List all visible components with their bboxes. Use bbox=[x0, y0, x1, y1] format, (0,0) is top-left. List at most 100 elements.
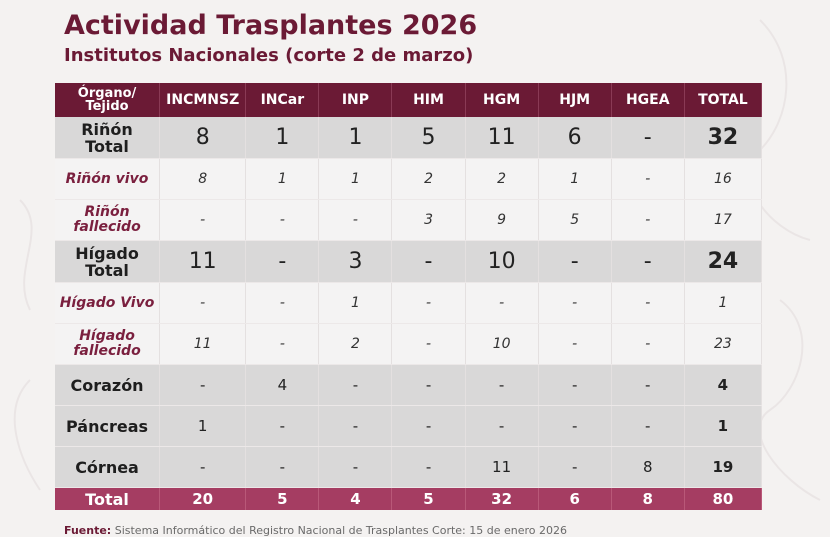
cell: 1 bbox=[245, 158, 320, 200]
cell: - bbox=[538, 323, 612, 365]
cell: - bbox=[245, 199, 320, 241]
cell: 10 bbox=[465, 323, 539, 365]
header-him: HIM bbox=[391, 83, 466, 117]
cell: - bbox=[245, 405, 320, 447]
row-higado-fallecido: Hígado fallecido 11 - 2 - 10 - - 23 bbox=[55, 323, 763, 365]
row-higado-vivo: Hígado Vivo - - 1 - - - - 1 bbox=[55, 282, 763, 324]
cell: - bbox=[391, 323, 466, 365]
cell: - bbox=[611, 405, 685, 447]
cell: - bbox=[391, 405, 466, 447]
cell: - bbox=[245, 323, 320, 365]
cell: - bbox=[318, 405, 393, 447]
cell: 3 bbox=[391, 199, 466, 241]
footer-cell: 8 bbox=[611, 487, 685, 510]
cell: - bbox=[611, 364, 685, 406]
cell-total: 19 bbox=[684, 446, 763, 488]
cell: 2 bbox=[465, 158, 539, 200]
row-label: Hígado Vivo bbox=[55, 282, 161, 324]
cell: 1 bbox=[318, 158, 393, 200]
cell: - bbox=[318, 446, 393, 488]
cell-total: 32 bbox=[684, 117, 763, 159]
header-organ-line1: Órgano/ bbox=[77, 86, 137, 101]
cell: - bbox=[538, 405, 612, 447]
cell: 3 bbox=[318, 240, 393, 283]
footer-cell: 5 bbox=[245, 487, 320, 510]
cell: 2 bbox=[391, 158, 466, 200]
cell: - bbox=[465, 405, 539, 447]
cell: - bbox=[391, 364, 466, 406]
cell: - bbox=[465, 364, 539, 406]
cell: - bbox=[465, 282, 539, 324]
footer-cell: 32 bbox=[465, 487, 539, 510]
row-label: Riñón Total bbox=[55, 117, 161, 159]
cell: 5 bbox=[538, 199, 612, 241]
cell: - bbox=[245, 282, 320, 324]
cell: 5 bbox=[391, 117, 466, 159]
row-higado-total: Hígado Total 11 - 3 - 10 - - 24 bbox=[55, 240, 763, 283]
row-label-line2: Total bbox=[85, 136, 129, 156]
row-label-line2: Total bbox=[85, 260, 129, 280]
cell: - bbox=[159, 199, 247, 241]
cell: - bbox=[538, 240, 612, 283]
row-label: Hígado fallecido bbox=[55, 323, 161, 365]
header-incmnsz: INCMNSZ bbox=[159, 83, 247, 117]
cell: 11 bbox=[465, 117, 539, 159]
row-rinon-total: Riñón Total 8 1 1 5 11 6 - 32 bbox=[55, 117, 763, 159]
row-rinon-vivo: Riñón vivo 8 1 1 2 2 1 - 16 bbox=[55, 158, 763, 200]
row-corazon: Corazón - 4 - - - - - 4 bbox=[55, 364, 763, 406]
row-label: Riñón vivo bbox=[55, 158, 161, 200]
cell: - bbox=[318, 364, 393, 406]
header-hjm: HJM bbox=[538, 83, 612, 117]
table-header-row: Órgano/ Tejido INCMNSZ INCar INP HIM HGM… bbox=[55, 83, 763, 117]
cell: 2 bbox=[318, 323, 393, 365]
cell: 8 bbox=[159, 117, 247, 159]
header-organ: Órgano/ Tejido bbox=[55, 83, 161, 117]
header-hgea: HGEA bbox=[611, 83, 685, 117]
header-incar: INCar bbox=[245, 83, 320, 117]
cell: - bbox=[611, 199, 685, 241]
row-label: Riñón fallecido bbox=[55, 199, 161, 241]
cell: - bbox=[318, 199, 393, 241]
source-text: Sistema Informático del Registro Naciona… bbox=[114, 524, 568, 537]
table-footer-row: Total 20 5 4 5 32 6 8 80 bbox=[55, 487, 763, 510]
row-rinon-fallecido: Riñón fallecido - - - 3 9 5 - 17 bbox=[55, 199, 763, 241]
cell: - bbox=[538, 446, 612, 488]
cell: - bbox=[611, 240, 685, 283]
page-subtitle: Institutos Nacionales (corte 2 de marzo) bbox=[64, 45, 474, 66]
cell: - bbox=[611, 117, 685, 159]
cell: - bbox=[391, 282, 466, 324]
cell: 4 bbox=[245, 364, 320, 406]
cell: - bbox=[159, 446, 247, 488]
footer-cell: 20 bbox=[159, 487, 247, 510]
row-label-line2: fallecido bbox=[73, 343, 141, 359]
header-inp: INP bbox=[318, 83, 393, 117]
row-cornea: Córnea - - - - 11 - 8 19 bbox=[55, 446, 763, 488]
cell-total: 24 bbox=[684, 240, 763, 283]
cell: - bbox=[391, 446, 466, 488]
row-label-line1: Hígado bbox=[75, 243, 139, 263]
row-label-line1: Riñón bbox=[84, 204, 130, 220]
row-label-line1: Riñón bbox=[81, 119, 133, 139]
source-label: Fuente: bbox=[64, 524, 112, 537]
cell-total: 16 bbox=[684, 158, 763, 200]
cell: - bbox=[611, 158, 685, 200]
cell-total: 1 bbox=[684, 405, 763, 447]
footer-cell: 5 bbox=[391, 487, 466, 510]
cell: 1 bbox=[245, 117, 320, 159]
row-label: Hígado Total bbox=[55, 240, 161, 283]
row-label: Corazón bbox=[55, 364, 161, 406]
source-note: Fuente: Sistema Informático del Registro… bbox=[64, 524, 567, 537]
footer-cell: 6 bbox=[538, 487, 612, 510]
cell: - bbox=[538, 364, 612, 406]
cell-total: 4 bbox=[684, 364, 763, 406]
cell: - bbox=[159, 282, 247, 324]
cell-total: 23 bbox=[684, 323, 763, 365]
cell-total: 1 bbox=[684, 282, 763, 324]
cell: 11 bbox=[465, 446, 539, 488]
cell: 8 bbox=[159, 158, 247, 200]
cell: 1 bbox=[318, 282, 393, 324]
row-label-line1: Hígado bbox=[79, 328, 135, 344]
cell: - bbox=[245, 240, 320, 283]
footer-cell: 4 bbox=[318, 487, 393, 510]
row-pancreas: Páncreas 1 - - - - - - 1 bbox=[55, 405, 763, 447]
